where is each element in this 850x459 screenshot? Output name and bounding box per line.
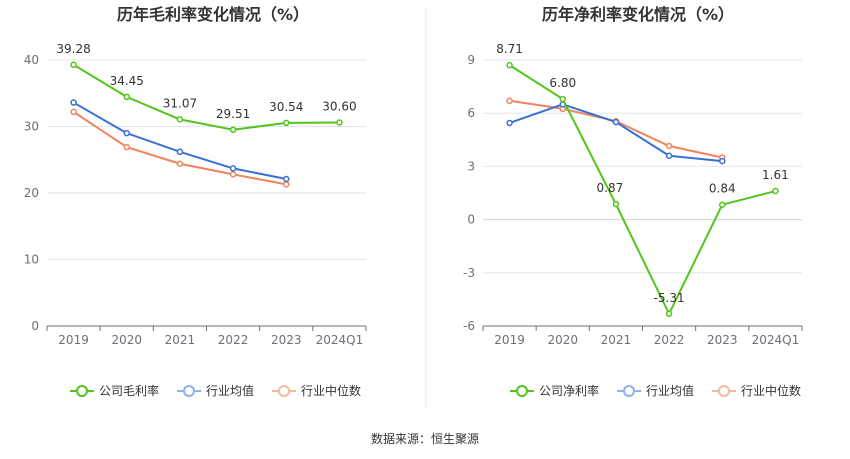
y-tick-label: -6 — [463, 319, 475, 333]
y-tick-label: -3 — [463, 266, 475, 280]
y-tick-label: 20 — [24, 186, 39, 200]
data-label: 0.84 — [709, 182, 736, 196]
legend-item: 公司净利率 — [510, 383, 599, 398]
y-tick-label: 9 — [467, 53, 475, 67]
x-tick-label: 2022 — [218, 333, 249, 347]
data-point — [283, 119, 290, 127]
chart-net-margin: -6 -3 0 3 6 9 2019 2020 2021 2022 2023 2024Q1 8.71 6.… — [463, 42, 803, 398]
data-point — [229, 165, 237, 172]
data-point — [229, 171, 237, 178]
data-label: 8.71 — [496, 42, 523, 56]
data-label: 30.60 — [322, 100, 356, 114]
legend-item: 行业中位数 — [272, 383, 361, 398]
legend-marker — [183, 385, 195, 397]
chart-title-gross-margin: 历年毛利率变化情况（%） — [117, 5, 309, 24]
y-tick-label: 6 — [467, 106, 475, 120]
data-label: 30.54 — [269, 100, 303, 114]
legend-label: 行业均值 — [646, 383, 694, 398]
data-point — [70, 108, 77, 116]
data-point — [70, 99, 77, 106]
x-tick-label: 2019 — [494, 333, 525, 347]
data-point — [123, 129, 130, 137]
data-point — [506, 119, 513, 127]
data-point — [719, 157, 726, 165]
data-point — [506, 97, 513, 105]
data-point — [559, 95, 566, 103]
legend-label: 行业中位数 — [301, 383, 361, 398]
series-line — [509, 64, 776, 317]
data-point — [283, 181, 290, 188]
legend-marker — [76, 385, 88, 397]
data-point — [665, 152, 673, 160]
legend-item: 行业均值 — [617, 383, 694, 398]
data-label: 0.87 — [597, 181, 624, 195]
x-tick-label: 2024Q1 — [316, 333, 364, 347]
x-tick-label: 2021 — [601, 333, 632, 347]
y-tick-label: 40 — [24, 53, 39, 67]
data-point — [612, 118, 620, 126]
legend-label: 公司净利率 — [539, 383, 599, 398]
legend-label: 行业均值 — [206, 383, 254, 398]
data-point — [229, 126, 237, 134]
y-tick-label: 10 — [24, 253, 39, 267]
data-point — [176, 116, 184, 123]
x-tick-label: 2022 — [654, 333, 685, 347]
x-tick-label: 2023 — [271, 333, 302, 347]
data-point — [612, 200, 620, 208]
data-point — [665, 142, 673, 150]
series-line — [509, 99, 723, 159]
y-tick-label: 0 — [467, 213, 475, 227]
data-point — [123, 93, 130, 101]
data-label: 1.61 — [762, 168, 789, 182]
legend-marker — [718, 385, 730, 397]
data-label: 31.07 — [163, 96, 197, 110]
x-tick-label: 2021 — [165, 333, 196, 347]
x-tick-label: 2019 — [58, 333, 89, 347]
y-tick-label: 0 — [31, 319, 39, 333]
chart-title-net-margin: 历年净利率变化情况（%） — [542, 5, 734, 24]
legend-label: 行业中位数 — [741, 383, 801, 398]
legend-marker — [278, 385, 290, 397]
data-point — [70, 61, 77, 69]
data-label: 29.51 — [216, 107, 250, 121]
data-point — [176, 148, 184, 156]
data-point — [719, 201, 726, 208]
legend-marker — [516, 385, 528, 397]
data-label: -5.31 — [654, 291, 685, 305]
data-label: 6.80 — [549, 76, 576, 90]
data-point — [772, 187, 779, 195]
legend-marker — [623, 385, 635, 397]
data-point — [336, 119, 343, 126]
source-note: 数据来源：恒生聚源 — [371, 431, 479, 446]
data-point — [665, 310, 673, 318]
data-point — [123, 143, 130, 151]
series-line — [73, 63, 340, 131]
x-tick-label: 2020 — [111, 333, 142, 347]
x-tick-label: 2023 — [707, 333, 738, 347]
data-label: 39.28 — [56, 42, 90, 56]
y-tick-label: 3 — [467, 159, 475, 173]
legend-label: 公司毛利率 — [99, 383, 159, 398]
data-point — [506, 61, 513, 69]
legend-item: 行业均值 — [177, 383, 254, 398]
x-tick-label: 2024Q1 — [752, 333, 800, 347]
series-line — [73, 101, 287, 181]
chart-gross-margin: 0 10 20 30 40 2019 2020 2021 2022 2023 2024Q1 39.28… — [24, 42, 367, 398]
data-label: 34.45 — [110, 74, 144, 88]
x-tick-label: 2020 — [547, 333, 578, 347]
data-point — [283, 175, 290, 183]
legend-item: 行业中位数 — [712, 383, 801, 398]
data-point — [176, 160, 184, 167]
y-tick-label: 30 — [24, 120, 39, 134]
legend-item: 公司毛利率 — [70, 383, 159, 398]
